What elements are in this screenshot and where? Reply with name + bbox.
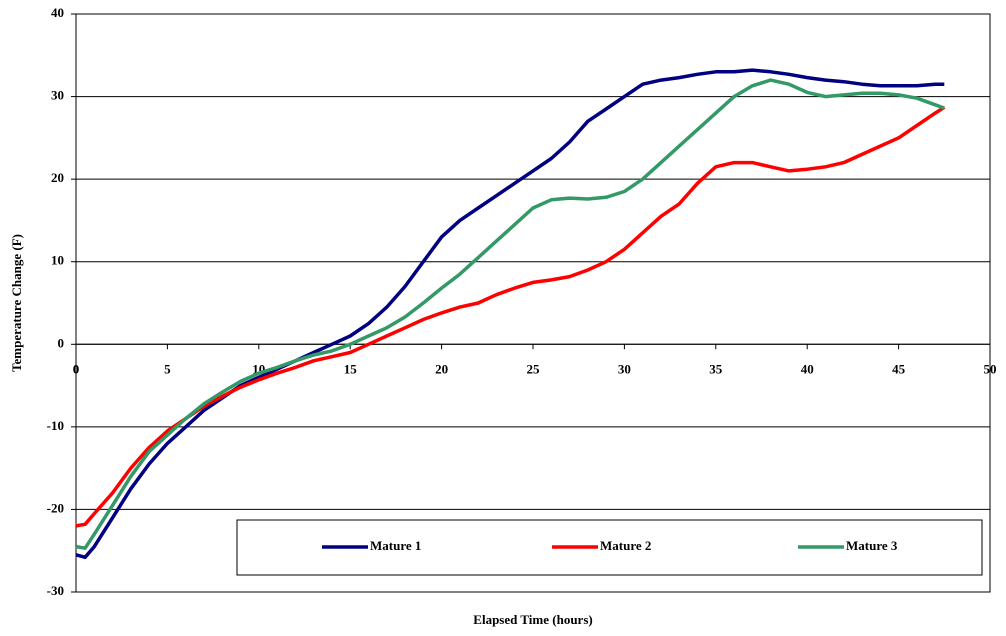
legend-label: Mature 3 xyxy=(846,538,898,553)
y-tick-label: -10 xyxy=(47,418,64,433)
y-tick-label: 20 xyxy=(51,170,64,185)
y-tick-label: -20 xyxy=(47,500,64,515)
x-tick-label: 50 xyxy=(984,361,997,376)
data-line xyxy=(75,68,945,560)
x-tick-label: 40 xyxy=(801,361,814,376)
y-tick-label: 30 xyxy=(51,88,64,103)
x-tick-label: 35 xyxy=(709,361,723,376)
y-tick-label: 0 xyxy=(58,335,65,350)
legend-label: Mature 1 xyxy=(370,538,421,553)
y-tick-label: -30 xyxy=(47,583,64,598)
y-tick-label: 10 xyxy=(51,253,64,268)
x-tick-label: 20 xyxy=(435,361,448,376)
y-axis-title: Temperature Change (F) xyxy=(9,234,24,372)
y-tick-label: 40 xyxy=(51,5,64,20)
x-tick-label: 25 xyxy=(527,361,541,376)
x-tick-label: 15 xyxy=(344,361,358,376)
legend-label: Mature 2 xyxy=(600,538,651,553)
data-line xyxy=(75,105,946,528)
x-tick-label: 5 xyxy=(164,361,171,376)
x-axis-title: Elapsed Time (hours) xyxy=(473,612,592,627)
x-tick-label: 30 xyxy=(618,361,631,376)
plot-area xyxy=(75,13,991,593)
x-tick-label: 45 xyxy=(892,361,906,376)
data-line xyxy=(75,78,945,550)
x-tick-label: 0 xyxy=(73,361,80,376)
